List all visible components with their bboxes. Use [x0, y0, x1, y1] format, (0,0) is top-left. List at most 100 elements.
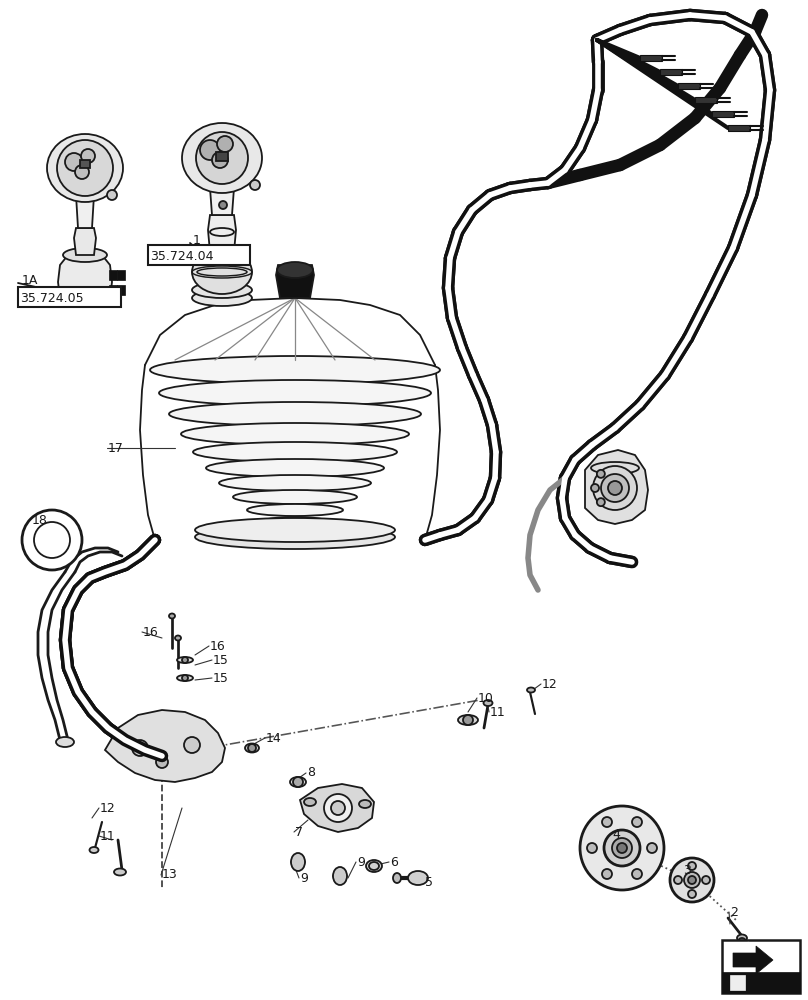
Ellipse shape — [192, 290, 252, 306]
Text: 14: 14 — [266, 732, 282, 744]
Circle shape — [22, 510, 82, 570]
Ellipse shape — [304, 798, 316, 806]
Ellipse shape — [56, 737, 74, 747]
Circle shape — [212, 152, 228, 168]
Ellipse shape — [245, 744, 259, 752]
Circle shape — [684, 872, 700, 888]
Polygon shape — [733, 946, 773, 974]
Polygon shape — [74, 228, 96, 255]
Text: 9: 9 — [300, 871, 308, 884]
Circle shape — [248, 744, 256, 752]
Bar — [109, 285, 117, 295]
Bar — [216, 152, 228, 161]
Circle shape — [293, 777, 303, 787]
Bar — [722, 940, 800, 993]
Ellipse shape — [59, 291, 111, 305]
Ellipse shape — [47, 134, 123, 202]
Circle shape — [612, 838, 632, 858]
Ellipse shape — [169, 402, 421, 426]
Polygon shape — [730, 975, 745, 990]
Ellipse shape — [181, 423, 409, 445]
Circle shape — [250, 180, 260, 190]
Text: 15: 15 — [213, 672, 229, 684]
Circle shape — [647, 843, 657, 853]
Polygon shape — [722, 972, 800, 993]
Bar — [117, 285, 125, 295]
Bar — [117, 270, 125, 280]
Polygon shape — [58, 255, 112, 298]
Text: 16: 16 — [210, 640, 225, 652]
Ellipse shape — [192, 250, 252, 294]
Polygon shape — [730, 942, 765, 978]
Bar — [660, 69, 682, 75]
Polygon shape — [210, 178, 234, 215]
Bar — [640, 55, 662, 61]
Text: 11: 11 — [490, 706, 506, 718]
Text: 13: 13 — [162, 868, 178, 882]
Ellipse shape — [195, 525, 395, 549]
Ellipse shape — [175, 636, 181, 641]
Ellipse shape — [261, 517, 329, 527]
Ellipse shape — [393, 873, 401, 883]
Circle shape — [156, 756, 168, 768]
Bar — [148, 245, 250, 265]
Circle shape — [324, 794, 352, 822]
Ellipse shape — [177, 675, 193, 681]
Text: 35.724.04: 35.724.04 — [150, 249, 213, 262]
Circle shape — [463, 715, 473, 725]
Circle shape — [132, 740, 148, 756]
Circle shape — [196, 132, 248, 184]
Circle shape — [597, 498, 605, 506]
Bar — [18, 287, 121, 307]
Text: 18: 18 — [32, 514, 48, 526]
Ellipse shape — [193, 442, 397, 462]
Bar — [712, 111, 734, 117]
Ellipse shape — [63, 248, 107, 262]
Text: 1: 1 — [193, 233, 201, 246]
Text: 12: 12 — [100, 802, 116, 814]
Circle shape — [217, 136, 233, 152]
Ellipse shape — [192, 282, 252, 298]
Ellipse shape — [114, 868, 126, 876]
Ellipse shape — [182, 123, 262, 193]
Ellipse shape — [233, 490, 357, 504]
Ellipse shape — [366, 860, 382, 872]
Ellipse shape — [90, 847, 99, 853]
Ellipse shape — [59, 284, 111, 298]
Ellipse shape — [359, 800, 371, 808]
Circle shape — [617, 843, 627, 853]
Circle shape — [587, 843, 597, 853]
Ellipse shape — [290, 777, 306, 787]
Ellipse shape — [333, 867, 347, 885]
Circle shape — [674, 876, 682, 884]
Circle shape — [632, 869, 642, 879]
Text: 16: 16 — [143, 626, 158, 639]
Ellipse shape — [483, 700, 493, 706]
Circle shape — [184, 737, 200, 753]
Ellipse shape — [195, 518, 395, 542]
Polygon shape — [585, 450, 648, 524]
Circle shape — [57, 140, 113, 196]
Circle shape — [182, 675, 188, 681]
Ellipse shape — [169, 613, 175, 618]
Circle shape — [670, 858, 714, 902]
Ellipse shape — [159, 380, 431, 406]
Text: 17: 17 — [108, 442, 124, 454]
Polygon shape — [276, 265, 314, 298]
Ellipse shape — [737, 934, 747, 942]
Circle shape — [602, 817, 612, 827]
Circle shape — [65, 153, 83, 171]
Ellipse shape — [291, 853, 305, 871]
Circle shape — [591, 484, 599, 492]
Text: 1A: 1A — [22, 273, 38, 286]
Ellipse shape — [277, 262, 313, 278]
Polygon shape — [300, 784, 374, 832]
Text: 15: 15 — [213, 654, 229, 666]
Circle shape — [219, 201, 227, 209]
Ellipse shape — [247, 504, 343, 516]
Circle shape — [331, 801, 345, 815]
Circle shape — [81, 149, 95, 163]
Circle shape — [200, 140, 220, 160]
Polygon shape — [208, 215, 236, 252]
Text: 2: 2 — [730, 906, 738, 918]
